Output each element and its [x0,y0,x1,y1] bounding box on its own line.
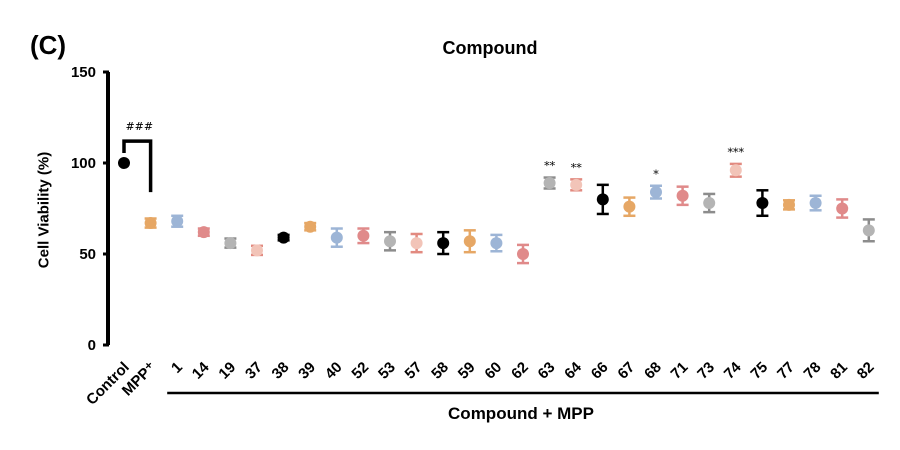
data-point [197,226,210,239]
data-point [703,197,716,210]
y-tick-label: 50 [79,246,96,263]
data-point [277,231,290,244]
data-point [304,220,317,233]
x-tick-label: 81 [827,359,851,383]
data-point [596,193,609,206]
significance-label: ** [544,160,556,173]
x-tick-label: 74 [721,358,745,382]
data-point [171,215,184,228]
data-point [676,189,689,202]
control-significance-label: ### [125,120,153,133]
x-tick-label: 19 [215,359,239,383]
significance-label: * [653,168,659,181]
x-tick-label: 71 [668,359,692,383]
y-tick-label: 100 [71,155,96,172]
x-tick-label: 52 [348,359,372,383]
x-tick-label: 82 [854,359,878,383]
data-point [517,248,529,260]
chart-title: Compound [442,38,538,58]
x-tick-label: 39 [295,359,319,383]
data-point [650,186,662,199]
significance-label: *** [728,146,745,159]
data-point [783,198,795,211]
x-tick-label: 66 [588,359,612,383]
data-point [543,177,556,190]
panel-label: (C) [30,30,67,60]
data-point [384,235,396,248]
x-tick-label: 59 [455,359,479,383]
x-tick-label: 40 [322,359,346,383]
x-tick-label: 62 [508,359,532,383]
data-point [224,237,237,250]
data-point [144,217,157,230]
data-point [623,200,636,213]
y-tick-label: 0 [88,337,96,354]
data-point [410,237,423,250]
x-tick-label: 75 [747,359,771,383]
data-point [570,178,583,191]
data-point [729,164,742,177]
y-tick-label: 150 [71,64,96,81]
data-point [463,235,476,248]
x-tick-label: 64 [561,358,585,382]
x-tick-label: 63 [535,359,559,383]
x-tick-label: 77 [774,359,798,383]
data-point [836,202,849,215]
data-point [756,197,769,210]
x-tick-label: 37 [242,359,266,383]
x-tick-label: 67 [614,359,638,383]
data-point [862,224,875,237]
data-point [330,231,343,244]
data-point [809,197,822,210]
x-tick-label: 68 [641,359,665,383]
x-tick-label: 38 [269,359,293,383]
significance-bracket [122,139,153,193]
x-tick-label: 78 [801,359,825,383]
data-point [251,244,263,257]
x-tick-label: 14 [189,358,213,382]
x-tick-label: 1 [168,359,186,377]
data-point [437,237,450,250]
x-tick-label: 53 [375,359,399,383]
data-point [490,237,503,250]
significance-label: ** [571,161,583,174]
x-group-label: Compound + MPP [448,404,594,423]
x-tick-label: 73 [694,359,718,383]
x-tick-label: 60 [481,359,505,383]
x-tick-label: 57 [402,359,426,383]
data-point [118,157,130,169]
data-point [357,229,370,242]
x-tick-label: 58 [428,359,452,383]
